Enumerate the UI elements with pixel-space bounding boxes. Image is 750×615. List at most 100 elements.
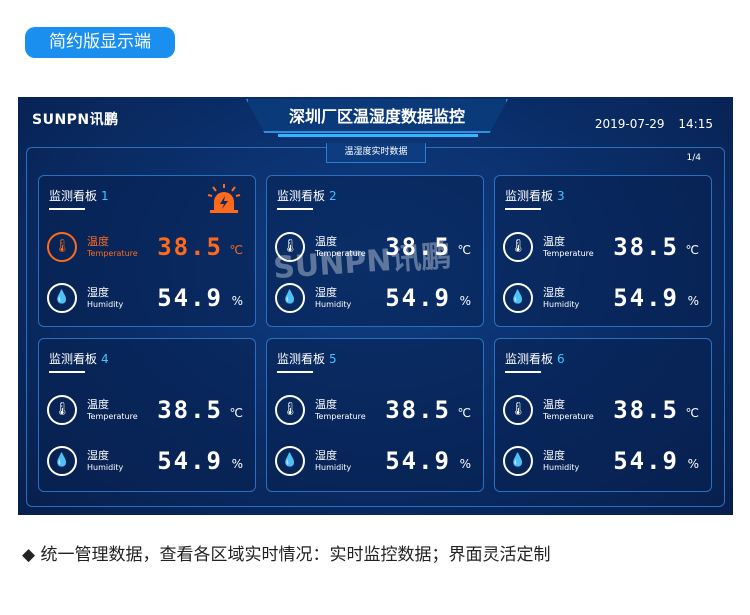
panel-number: 5: [329, 352, 337, 366]
temperature-value: 38.5: [157, 233, 223, 261]
humidity-unit: %: [459, 457, 471, 471]
panel-number: 1: [101, 189, 109, 203]
humidity-unit: %: [231, 294, 243, 308]
temperature-value: 38.5: [385, 396, 451, 424]
section-title: 温湿度实时数据: [326, 143, 426, 163]
panel-title: 监测看板 4: [49, 350, 109, 367]
time: 14:15: [678, 117, 713, 131]
humidity-row: 💧 湿度 Humidity 54.9 %: [47, 282, 247, 316]
panel-title: 监测看板 1: [49, 187, 109, 204]
temperature-row: 🌡 温度 Temperature 38.5 ℃: [47, 394, 247, 428]
version-label: 简约版显示端: [25, 27, 175, 58]
panel-title-text: 监测看板: [505, 352, 554, 366]
water-drop-icon: 💧: [275, 283, 305, 313]
temperature-label-en: Temperature: [543, 412, 594, 421]
humidity-label-en: Humidity: [87, 300, 124, 309]
title-underline: [49, 208, 85, 210]
panel-title-text: 监测看板: [277, 189, 326, 203]
thermometer-icon: 🌡: [503, 232, 533, 262]
monitor-panel[interactable]: 监测看板 3 🌡 温度 Temperature 38.5 ℃ 💧 湿度 Humid…: [494, 175, 712, 327]
panel-title-text: 监测看板: [49, 352, 98, 366]
temperature-label: 温度: [543, 235, 565, 248]
page-indicator: 1/4: [686, 153, 701, 163]
temperature-label: 温度: [87, 398, 109, 411]
temperature-value: 38.5: [157, 396, 223, 424]
panel-number: 6: [557, 352, 565, 366]
temperature-row: 🌡 温度 Temperature 38.5 ℃: [275, 231, 475, 265]
humidity-unit: %: [687, 457, 699, 471]
temperature-label: 温度: [87, 235, 109, 248]
humidity-label-en: Humidity: [543, 300, 580, 309]
humidity-label: 湿度: [543, 286, 565, 299]
thermometer-icon: 🌡: [47, 232, 77, 262]
humidity-unit: %: [687, 294, 699, 308]
temperature-row: 🌡 温度 Temperature 38.5 ℃: [275, 394, 475, 428]
panel-title-text: 监测看板: [505, 189, 554, 203]
humidity-value: 54.9: [613, 284, 679, 312]
monitor-panel[interactable]: 监测看板 6 🌡 温度 Temperature 38.5 ℃ 💧 湿度 Humid…: [494, 338, 712, 492]
humidity-label: 湿度: [315, 449, 337, 462]
page-title: 深圳厂区温湿度数据监控: [288, 107, 465, 126]
temperature-label-en: Temperature: [315, 249, 366, 258]
water-drop-icon: 💧: [503, 283, 533, 313]
water-drop-icon: 💧: [275, 446, 305, 476]
humidity-value: 54.9: [385, 284, 451, 312]
humidity-unit: %: [231, 457, 243, 471]
brand-logo: SUNPN讯鹏: [32, 112, 119, 128]
humidity-label-en: Humidity: [87, 463, 124, 472]
humidity-value: 54.9: [157, 284, 223, 312]
date: 2019-07-29: [594, 117, 665, 131]
water-drop-icon: 💧: [47, 283, 77, 313]
monitor-panel[interactable]: 监测看板 5 🌡 温度 Temperature 38.5 ℃ 💧 湿度 Humid…: [266, 338, 484, 492]
temperature-label-en: Temperature: [543, 249, 594, 258]
humidity-label: 湿度: [315, 286, 337, 299]
humidity-label: 湿度: [87, 449, 109, 462]
temperature-value: 38.5: [613, 396, 679, 424]
title-frame: [246, 99, 508, 133]
temperature-label-en: Temperature: [87, 249, 138, 258]
thermometer-icon: 🌡: [503, 395, 533, 425]
humidity-label-en: Humidity: [315, 463, 352, 472]
alarm-light-icon: [207, 184, 241, 213]
title-underline: [49, 371, 85, 373]
temperature-value: 38.5: [385, 233, 451, 261]
panel-number: 4: [101, 352, 109, 366]
panel-title: 监测看板 3: [505, 187, 565, 204]
monitor-panel[interactable]: 监测看板 4 🌡 温度 Temperature 38.5 ℃ 💧 湿度 Humid…: [38, 338, 256, 492]
water-drop-icon: 💧: [47, 446, 77, 476]
title-underline: [277, 208, 313, 210]
panel-number: 3: [557, 189, 565, 203]
panel-title-text: 监测看板: [49, 189, 98, 203]
temperature-unit: ℃: [457, 243, 471, 257]
temperature-unit: ℃: [685, 243, 699, 257]
thermometer-icon: 🌡: [275, 395, 305, 425]
title-underline: [278, 134, 478, 137]
thermometer-icon: 🌡: [47, 395, 77, 425]
temperature-value: 38.5: [613, 233, 679, 261]
title-underline: [505, 208, 541, 210]
humidity-label: 湿度: [87, 286, 109, 299]
caption: ◆ 统一管理数据，查看各区域实时情况：实时监控数据；界面灵活定制: [22, 545, 551, 565]
monitor-screen: SUNPN讯鹏 深圳厂区温湿度数据监控 2019-07-29 14:15 温湿度…: [18, 97, 733, 515]
humidity-label-en: Humidity: [543, 463, 580, 472]
temperature-unit: ℃: [685, 406, 699, 420]
temperature-label: 温度: [315, 235, 337, 248]
humidity-row: 💧 湿度 Humidity 54.9 %: [503, 445, 703, 479]
temperature-label-en: Temperature: [87, 412, 138, 421]
water-drop-icon: 💧: [503, 446, 533, 476]
humidity-value: 54.9: [385, 447, 451, 475]
panel-title: 监测看板 6: [505, 350, 565, 367]
humidity-value: 54.9: [613, 447, 679, 475]
panel-number: 2: [329, 189, 337, 203]
humidity-label: 湿度: [543, 449, 565, 462]
monitor-panel[interactable]: 监测看板 2 🌡 温度 Temperature 38.5 ℃ 💧 湿度 Humid…: [266, 175, 484, 327]
panel-title: 监测看板 2: [277, 187, 337, 204]
monitor-panel[interactable]: 监测看板 1 🌡 温度 Temperature 38.5 ℃ 💧 湿度 Humid…: [38, 175, 256, 327]
humidity-unit: %: [459, 294, 471, 308]
panel-title: 监测看板 5: [277, 350, 337, 367]
humidity-row: 💧 湿度 Humidity 54.9 %: [503, 282, 703, 316]
humidity-row: 💧 湿度 Humidity 54.9 %: [275, 445, 475, 479]
datetime: 2019-07-29 14:15: [595, 117, 713, 131]
temperature-label: 温度: [543, 398, 565, 411]
temperature-row: 🌡 温度 Temperature 38.5 ℃: [503, 231, 703, 265]
